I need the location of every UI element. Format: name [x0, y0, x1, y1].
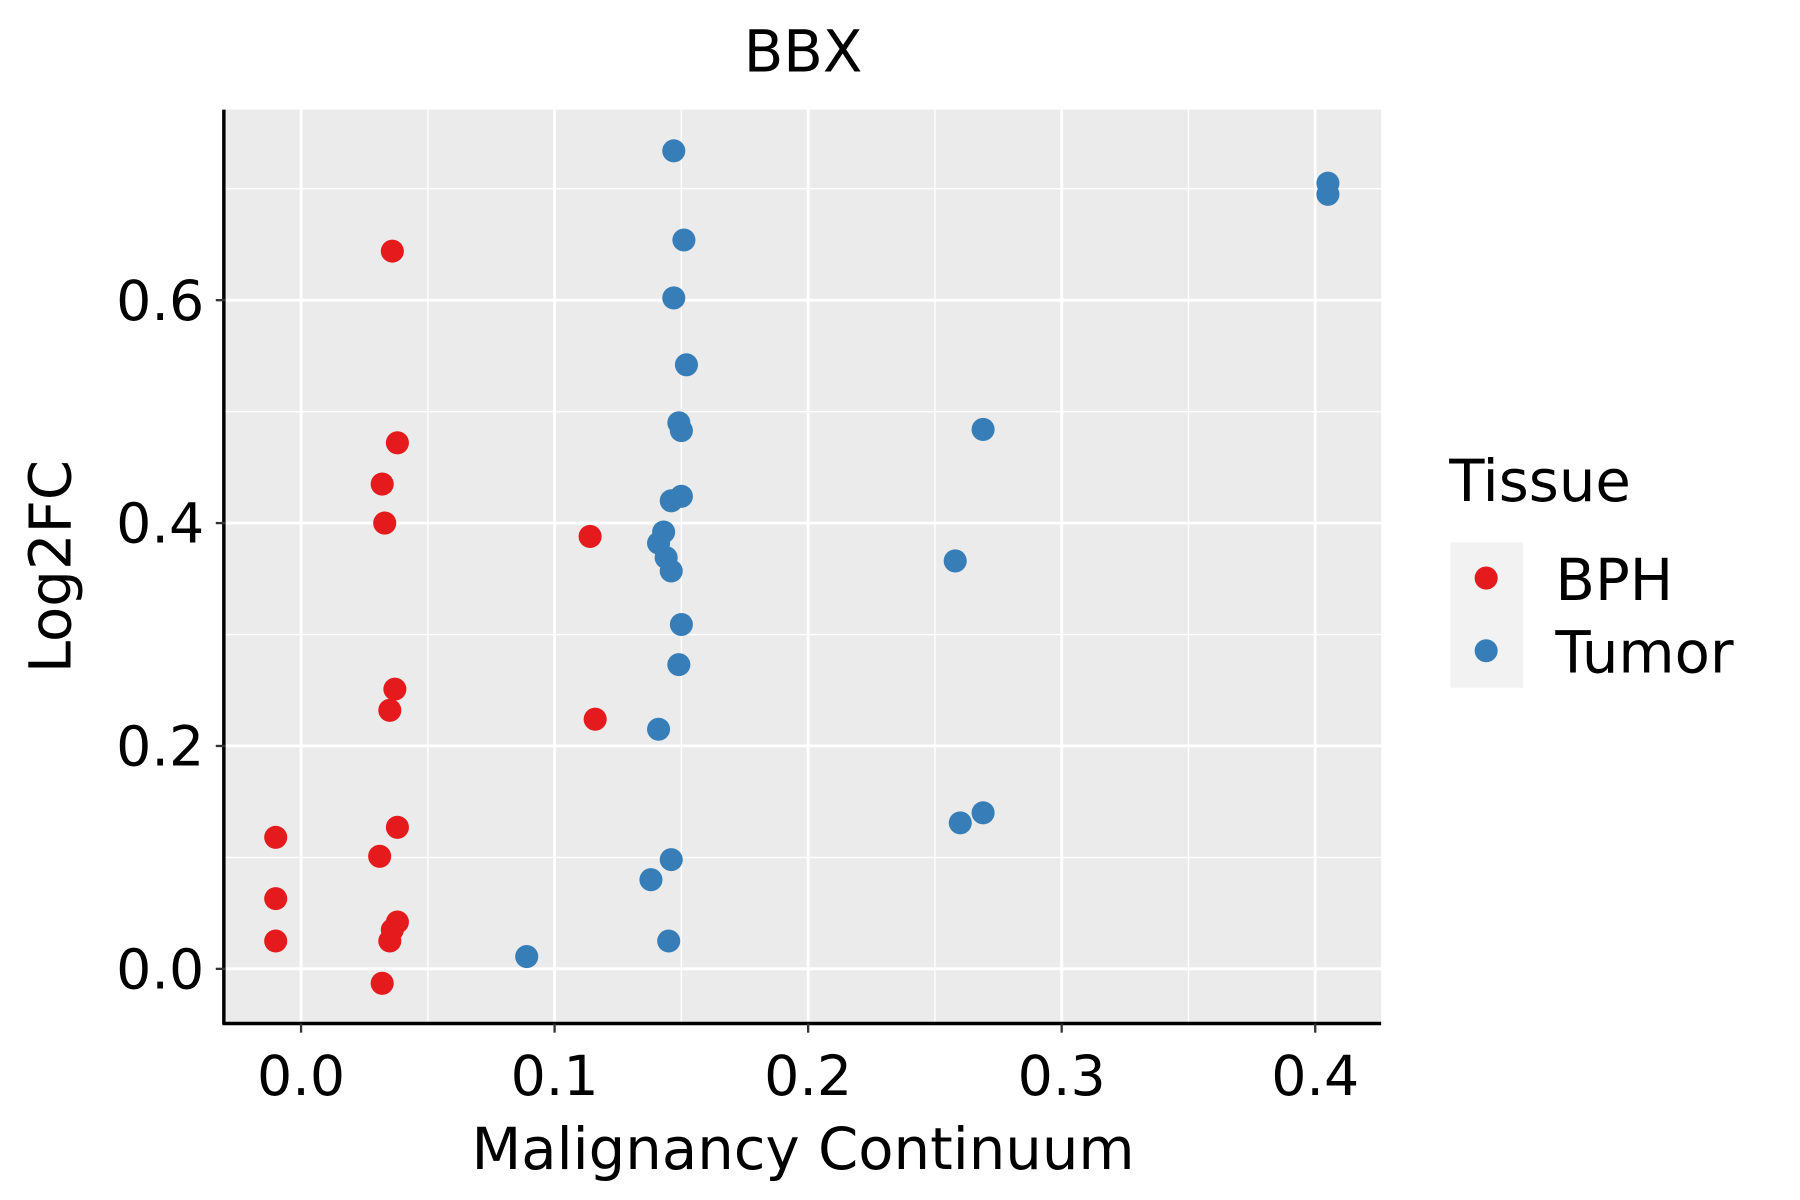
data-point-bph	[385, 431, 409, 455]
data-point-tumor	[659, 848, 683, 872]
data-point-tumor	[672, 228, 696, 252]
y-tick-label: 0.4	[116, 493, 204, 557]
data-point-bph	[378, 929, 402, 953]
y-tick-label: 0.2	[116, 716, 204, 780]
data-point-tumor	[657, 929, 681, 953]
x-tick-label: 0.0	[257, 1045, 345, 1109]
data-point-tumor	[659, 489, 683, 513]
data-point-bph	[370, 971, 394, 995]
legend-label-bph: BPH	[1555, 546, 1673, 614]
legend-key-bph	[1474, 566, 1498, 590]
data-point-bph	[583, 707, 607, 731]
data-point-bph	[385, 815, 409, 839]
data-point-bph	[370, 472, 394, 496]
data-point-tumor	[662, 286, 686, 310]
legend-label-tumor: Tumor	[1554, 619, 1734, 687]
chart-title: BBX	[744, 18, 863, 86]
data-point-bph	[578, 524, 602, 548]
x-tick-label: 0.1	[511, 1045, 599, 1109]
data-point-tumor	[948, 811, 972, 835]
y-axis-label: Log2FC	[16, 460, 84, 673]
x-tick-label: 0.2	[764, 1045, 852, 1109]
data-point-bph	[264, 887, 288, 911]
legend-keys-bg	[1450, 542, 1524, 688]
x-tick-label: 0.4	[1271, 1045, 1359, 1109]
data-point-tumor	[647, 717, 671, 741]
data-point-tumor	[943, 549, 967, 573]
data-point-bph	[380, 239, 404, 263]
data-point-bph	[383, 677, 407, 701]
data-point-tumor	[669, 612, 693, 637]
data-point-bph	[368, 844, 392, 868]
legend-title: Tissue	[1448, 447, 1631, 515]
data-point-tumor	[1316, 182, 1340, 206]
data-point-tumor	[662, 139, 686, 163]
data-point-tumor	[669, 419, 693, 443]
data-point-tumor	[659, 559, 683, 583]
x-tick-label: 0.3	[1018, 1045, 1106, 1109]
data-point-bph	[264, 825, 288, 849]
legend-key-tumor	[1474, 639, 1498, 663]
data-point-bph	[373, 511, 397, 535]
data-point-tumor	[971, 417, 995, 441]
y-tick-label: 0.0	[116, 938, 204, 1002]
data-point-tumor	[971, 801, 995, 825]
data-point-bph	[264, 929, 288, 953]
legend: Tissue BPH Tumor	[1448, 447, 1734, 688]
x-axis-label: Malignancy Continuum	[472, 1115, 1135, 1183]
data-point-tumor	[667, 653, 691, 677]
data-point-tumor	[515, 945, 539, 969]
data-point-tumor	[674, 353, 698, 377]
y-tick-label: 0.6	[116, 270, 204, 334]
data-point-bph	[378, 698, 402, 722]
data-point-tumor	[639, 868, 663, 892]
